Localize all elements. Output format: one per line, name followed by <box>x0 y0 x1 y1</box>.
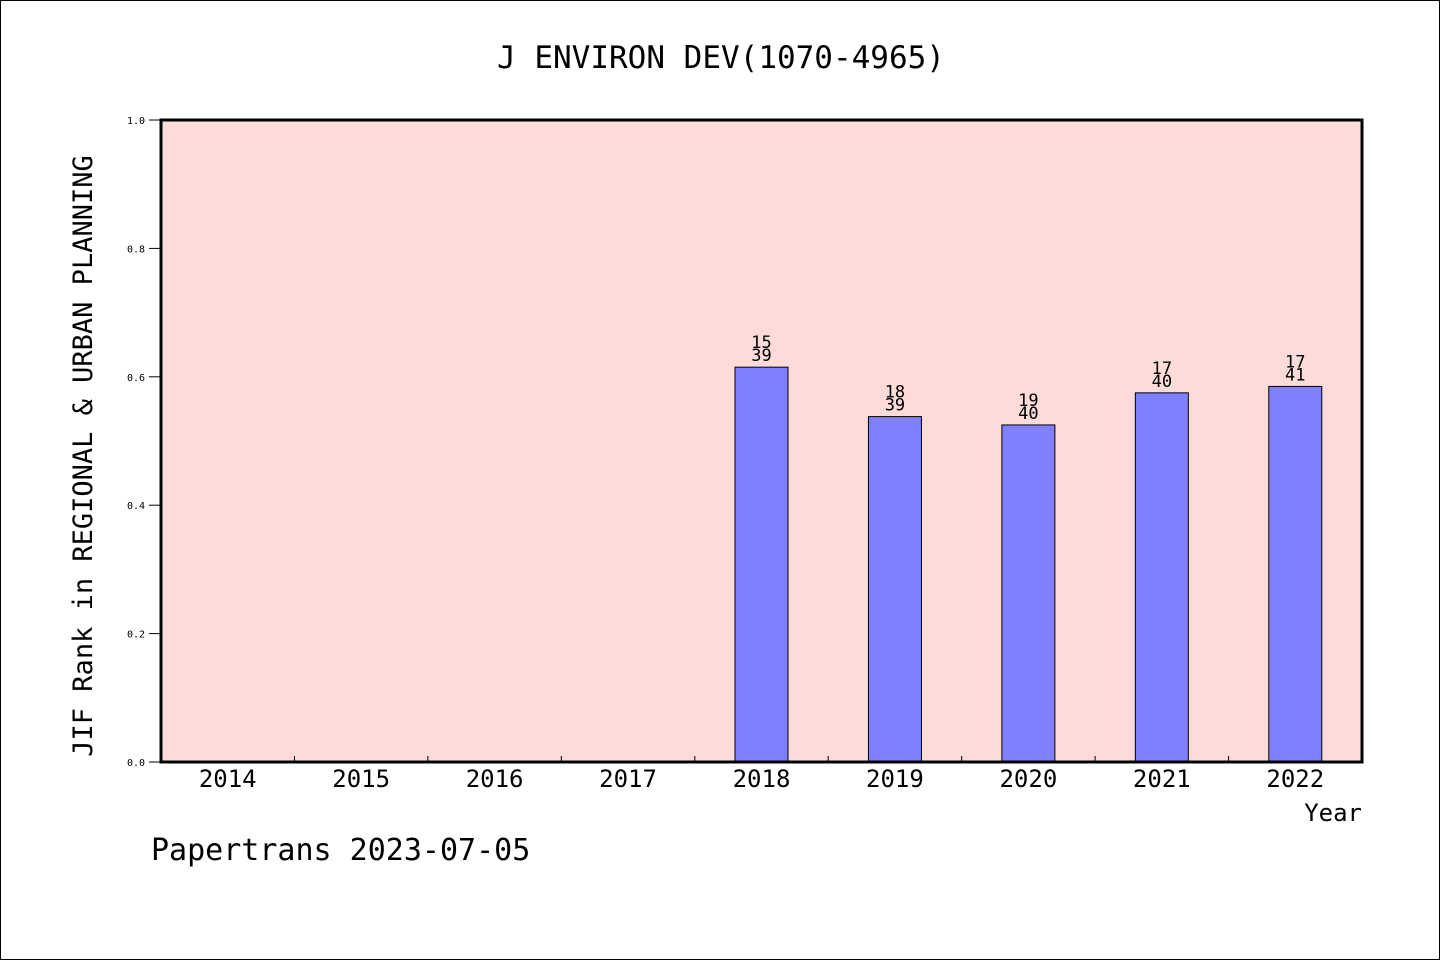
x-tick-label-2018: 2018 <box>733 765 791 793</box>
bar-label-rank-2022: 17 <box>1285 352 1305 372</box>
bar-label-rank-2021: 17 <box>1152 359 1172 379</box>
bar-2022 <box>1268 385 1323 763</box>
bar-2019 <box>867 416 922 763</box>
y-tick-label-0.6: 0.6 <box>127 373 145 384</box>
bar-label-total-2020: 40 <box>1018 404 1038 424</box>
bar-label-rank-2018: 15 <box>751 333 771 353</box>
x-tick-label-2017: 2017 <box>599 765 657 793</box>
x-tick-label-2021: 2021 <box>1133 765 1191 793</box>
chart-title: J ENVIRON DEV(1070-4965) <box>497 40 945 76</box>
bar-2020 <box>1001 424 1056 763</box>
bar-label-total-2018: 39 <box>751 346 771 366</box>
bar-label-rank-2019: 18 <box>885 383 905 403</box>
bar-2018 <box>734 366 789 763</box>
y-tick-label-0.2: 0.2 <box>127 630 145 641</box>
bar-2021 <box>1134 392 1189 763</box>
plot-border <box>159 118 1364 764</box>
y-axis-label: JIF Rank in REGIONAL & URBAN PLANNING <box>68 155 99 756</box>
bar-label-total-2019: 39 <box>885 396 905 416</box>
y-tick-label-0.4: 0.4 <box>127 501 145 512</box>
bar-label-total-2022: 41 <box>1285 365 1305 385</box>
bar-label-rank-2020: 19 <box>1018 391 1038 411</box>
x-tick-label-2022: 2022 <box>1266 765 1324 793</box>
x-tick-label-2015: 2015 <box>332 765 390 793</box>
x-tick-label-2020: 2020 <box>999 765 1057 793</box>
x-tick-label-2019: 2019 <box>866 765 924 793</box>
x-tick-label-2016: 2016 <box>466 765 524 793</box>
x-axis-label: Year <box>1304 799 1362 827</box>
y-tick-label-0.8: 0.8 <box>127 244 145 255</box>
x-tick-label-2014: 2014 <box>199 765 257 793</box>
y-tick-label-0.0: 0.0 <box>127 758 145 769</box>
y-tick-label-1.0: 1.0 <box>127 116 145 127</box>
bar-label-total-2021: 40 <box>1152 372 1172 392</box>
footer-credit: Papertrans 2023-07-05 <box>151 833 531 868</box>
